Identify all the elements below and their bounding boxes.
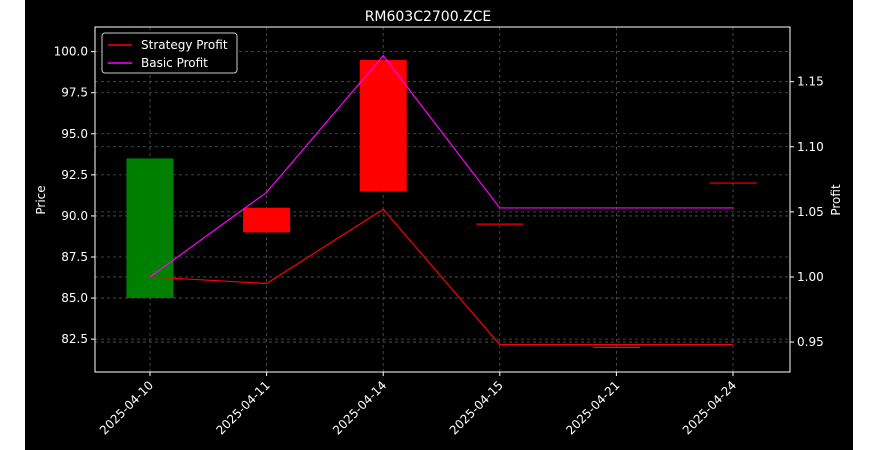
left-tick-label: 87.5 [61,250,88,264]
left-axis: 82.5 85.0 87.5 90.0 92.5 95.0 97.5 100.0 [54,45,95,346]
candle-2025-04-10 [126,158,174,299]
x-axis: 2025-04-10 2025-04-11 2025-04-14 2025-04-15… [97,372,739,437]
left-tick-label: 90.0 [61,209,88,223]
left-tick-label: 92.5 [61,168,88,182]
legend: Strategy Profit Basic Profit [101,32,238,74]
y-axis-label-left: Price [34,185,48,214]
chart-figure: RM603C2700.ZCE 82.5 85.0 87.5 90.0 92.5 95.0 9… [25,0,853,450]
x-tick-label: 2025-04-24 [680,378,739,437]
grid-lines [95,27,790,372]
right-tick-label: 1.00 [797,270,824,284]
series-line-basic-profit [149,54,733,278]
legend-box [101,32,238,74]
x-tick-label: 2025-04-11 [214,378,273,437]
x-tick-label: 2025-04-21 [563,378,622,437]
left-tick-label: 82.5 [61,332,88,346]
plot-frame [94,26,791,373]
right-axis: 0.95 1.00 1.05 1.10 1.15 [790,75,824,349]
left-tick-label: 95.0 [61,127,88,141]
right-tick-label: 1.10 [797,140,824,154]
left-tick-label: 85.0 [61,291,88,305]
right-tick-label: 1.15 [797,75,824,89]
y-axis-label-right: Profit [829,184,843,216]
left-tick-label: 97.5 [61,86,88,100]
chart-title: RM603C2700.ZCE [365,9,492,25]
x-tick-label: 2025-04-14 [330,378,389,437]
candle-2025-04-11 [243,207,291,233]
series-line-strategy-profit [149,208,733,346]
chart-svg: RM603C2700.ZCE 82.5 85.0 87.5 90.0 92.5 95.0 9… [34,9,843,437]
left-tick-label: 100.0 [54,45,88,59]
x-tick-label: 2025-04-15 [447,378,506,437]
candle-2025-04-14 [359,59,407,192]
legend-label-basic-profit: Basic Profit [141,56,208,70]
right-tick-label: 0.95 [797,335,824,349]
right-tick-label: 1.05 [797,205,824,219]
candles-group [126,59,757,348]
x-tick-label: 2025-04-10 [97,378,156,437]
legend-label-strategy-profit: Strategy Profit [141,38,228,52]
profit-lines-group [149,54,733,346]
